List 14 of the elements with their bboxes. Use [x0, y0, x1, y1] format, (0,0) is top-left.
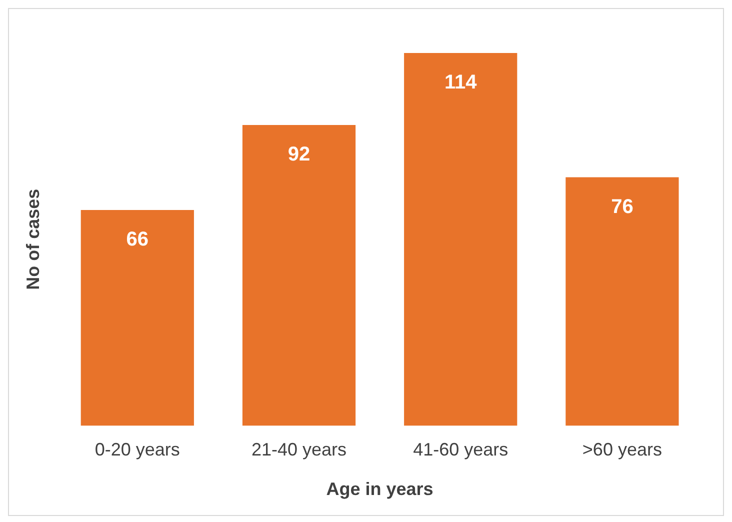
data-label: 66 — [126, 228, 149, 250]
bar — [242, 124, 356, 426]
data-label: 114 — [444, 72, 478, 94]
x-tick-label: >60 years — [582, 440, 662, 460]
data-label: 92 — [288, 143, 310, 166]
x-tick-label: 21-40 years — [251, 440, 347, 460]
x-axis-title: Age in years — [326, 479, 434, 500]
bar — [404, 53, 518, 426]
data-label: 76 — [611, 196, 634, 218]
bar — [80, 210, 194, 426]
x-tick-label: 41-60 years — [413, 440, 508, 460]
x-tick-label: 0-20 years — [94, 440, 180, 460]
y-axis-title: No of cases — [22, 188, 43, 290]
bar — [566, 177, 679, 426]
